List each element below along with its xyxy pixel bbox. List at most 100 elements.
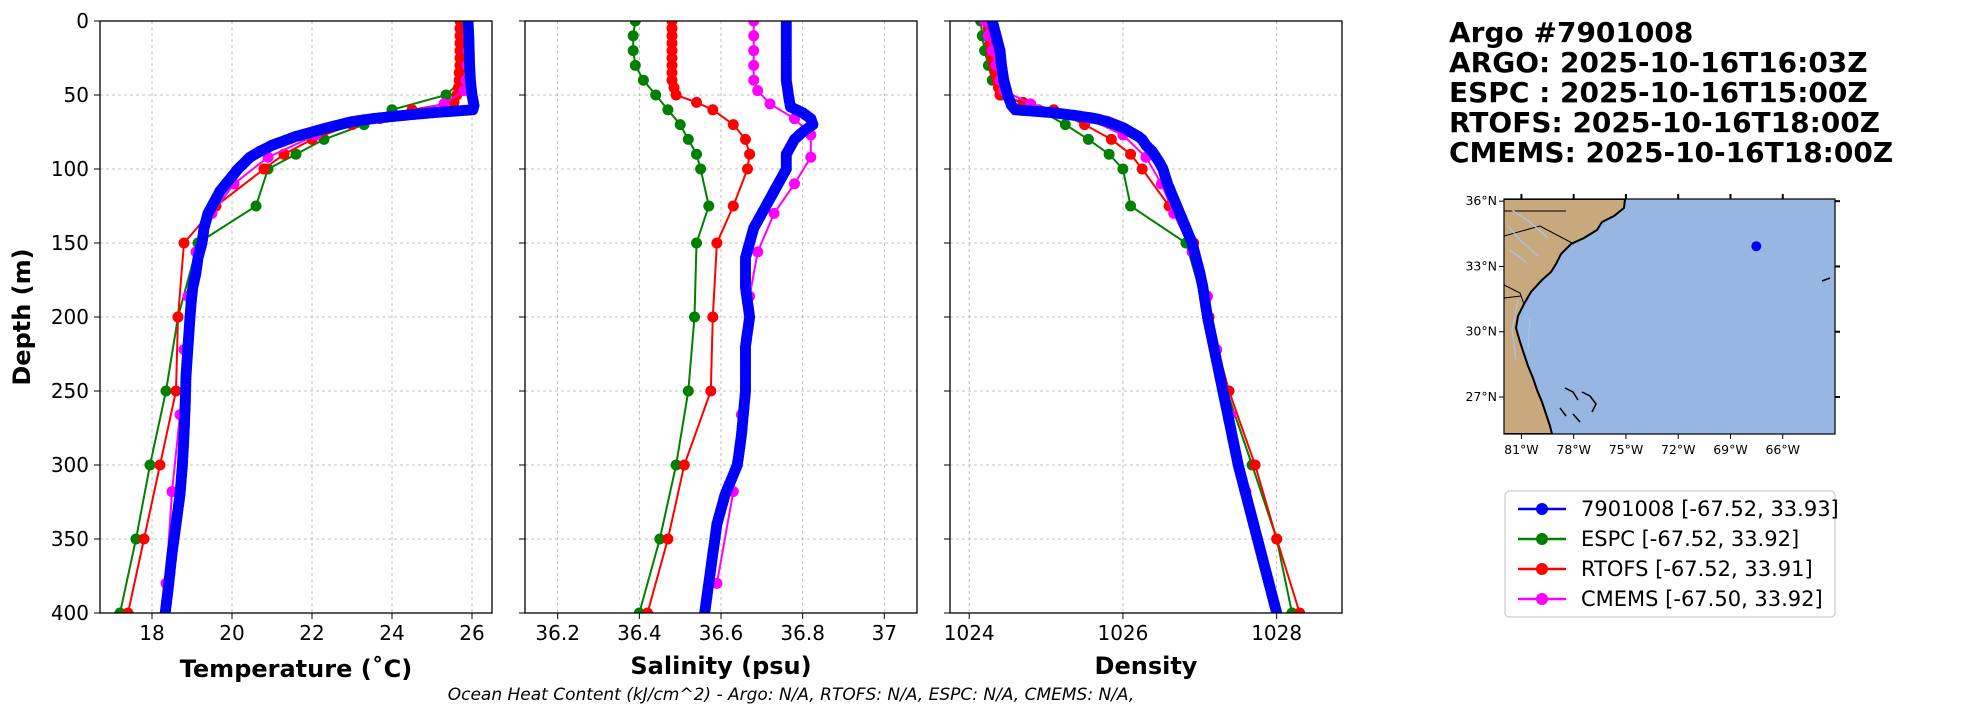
cmems-point	[748, 59, 760, 71]
argo-series	[159, 21, 480, 613]
map-lon-label: 66°W	[1765, 442, 1800, 457]
argo-series	[986, 21, 1283, 613]
y-tick-label: 0	[76, 9, 89, 33]
rtofs-point	[1294, 607, 1306, 613]
density-ticks: 1024 1026 1028	[944, 20, 1302, 645]
map-rivers	[1507, 209, 1549, 361]
map-lon-label: 75°W	[1609, 442, 1644, 457]
map-lon-label: 78°W	[1556, 442, 1591, 457]
rtofs-point	[670, 89, 682, 101]
espc-point	[650, 89, 662, 101]
cmems-point	[764, 98, 776, 110]
rtofs-point	[1125, 148, 1137, 160]
map-lon-label: 81°W	[1504, 442, 1539, 457]
map-lat-label: 36°N	[1465, 193, 1497, 208]
info-cmems-time: CMEMS: 2025-10-16T18:00Z	[1449, 136, 1893, 169]
salinity-ticks: 36.2 36.4 36.6 36.8 37	[519, 20, 897, 645]
temperature-panel: 18 20 22 24 26 0 50 100 150 200 250 300 350 400 Tempe…	[8, 9, 493, 683]
legend-marker-swatch	[1536, 563, 1548, 575]
rtofs-point	[707, 104, 719, 116]
cmems-point	[768, 207, 780, 219]
map-bermuda	[1821, 277, 1831, 282]
rtofs-point	[705, 385, 717, 397]
legend-label: ESPC [-67.52, 33.92]	[1581, 527, 1799, 551]
espc-point	[633, 607, 645, 613]
info-block: Argo #7901008 ARGO: 2025-10-16T16:03Z ES…	[1449, 16, 1893, 169]
x-tick-label: 26	[459, 621, 484, 645]
cmems-point	[748, 74, 760, 86]
espc-point	[440, 89, 452, 101]
cmems-point	[752, 85, 764, 97]
map-lat-label: 33°N	[1465, 258, 1497, 273]
y-tick-label: 100	[51, 157, 89, 181]
argo-float-marker-icon	[1751, 241, 1762, 252]
x-tick-label: 1026	[1097, 621, 1148, 645]
x-tick-label: 24	[379, 621, 404, 645]
rtofs-point	[678, 459, 690, 471]
espc-point	[627, 30, 639, 42]
depth-ylabel: Depth (m)	[8, 248, 36, 385]
info-argo-id: Argo #7901008	[1449, 16, 1693, 49]
espc-point	[670, 459, 682, 471]
cmems-point	[748, 30, 760, 42]
espc-point	[695, 163, 707, 175]
x-tick-label: 37	[872, 621, 897, 645]
x-tick-label: 22	[299, 621, 324, 645]
x-tick-label: 18	[139, 621, 164, 645]
temperature-series	[114, 21, 480, 613]
legend-label: 7901008 [-67.52, 33.93]	[1581, 497, 1839, 521]
rtofs-series	[642, 21, 756, 613]
rtofs-point	[154, 459, 166, 471]
espc-series	[627, 21, 715, 613]
legend-label: CMEMS [-67.50, 33.92]	[1581, 587, 1823, 611]
rtofs-point	[727, 119, 739, 131]
map-ticks: 81°W 78°W 75°W 72°W 69°W 66°W 27°N 30°N 33°N 36°N	[1465, 193, 1840, 457]
cmems-line	[165, 21, 469, 584]
rtofs-point	[1271, 533, 1283, 545]
espc-point	[1117, 163, 1129, 175]
rtofs-point	[711, 237, 723, 249]
rtofs-point	[138, 533, 150, 545]
x-tick-label: 1024	[944, 621, 995, 645]
cmems-point	[752, 246, 764, 258]
rtofs-point	[727, 200, 739, 212]
info-rtofs-time: RTOFS: 2025-10-16T18:00Z	[1449, 106, 1880, 139]
legend-marker-swatch	[1536, 593, 1548, 605]
rtofs-point	[707, 311, 719, 323]
x-tick-label: 36.4	[617, 621, 662, 645]
legend-entry-rtofs: RTOFS [-67.52, 33.91]	[1518, 557, 1813, 581]
espc-point	[689, 311, 700, 323]
map-land-layer	[1504, 199, 1831, 434]
legend-label: RTOFS [-67.52, 33.91]	[1581, 557, 1813, 581]
y-tick-label: 50	[64, 83, 89, 107]
cmems-point	[748, 45, 760, 57]
map-lon-label: 69°W	[1713, 442, 1748, 457]
legend-marker-swatch	[1536, 533, 1548, 545]
argo-point	[699, 607, 711, 613]
espc-point	[160, 385, 172, 397]
rtofs-point	[1105, 133, 1117, 145]
legend-entry-espc: ESPC [-67.52, 33.92]	[1518, 527, 1799, 551]
espc-point	[290, 148, 302, 160]
density-xlabel: Density	[1095, 652, 1198, 680]
rtofs-point	[642, 607, 653, 613]
rtofs-point	[178, 237, 190, 249]
rtofs-point	[170, 385, 182, 397]
temperature-xlabel: Temperature (˚C)	[180, 655, 413, 683]
y-tick-label: 300	[51, 453, 89, 477]
salinity-xlabel: Salinity (psu)	[630, 652, 811, 680]
density-series	[975, 21, 1306, 613]
map-bahamas	[1559, 387, 1597, 423]
ocean-heat-content-footer: Ocean Heat Content (kJ/cm^2) - Argo: N/A…	[448, 685, 1135, 705]
rtofs-point	[122, 607, 134, 613]
argo-point	[1271, 607, 1283, 613]
argo-series	[699, 21, 819, 613]
espc-point	[627, 45, 639, 57]
map-frame	[1503, 198, 1836, 435]
cmems-point	[789, 178, 800, 190]
x-tick-label: 20	[219, 621, 244, 645]
espc-point	[629, 21, 641, 27]
rtofs-point	[258, 163, 270, 175]
rtofs-point	[1249, 459, 1261, 471]
